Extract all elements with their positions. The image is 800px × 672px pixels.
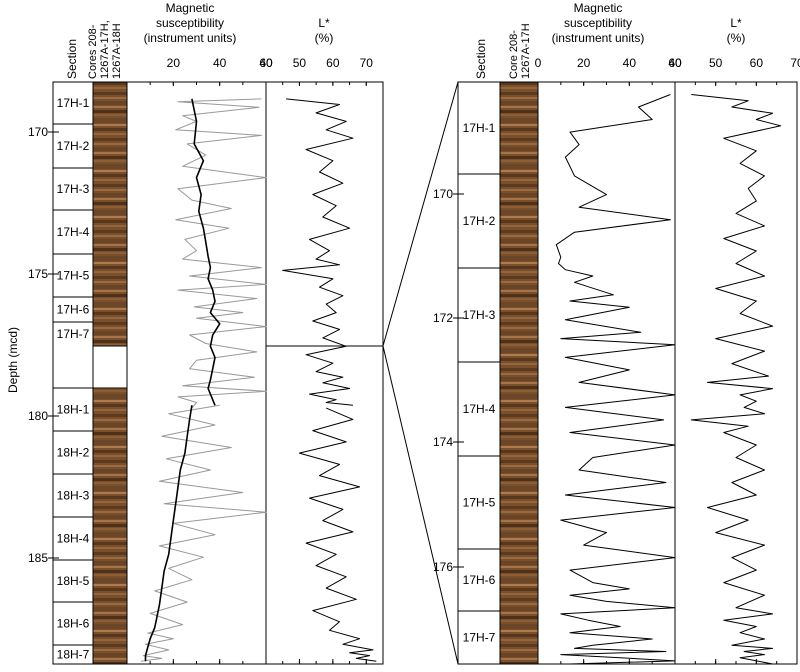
left-ms-header-line2: susceptibility xyxy=(156,16,224,30)
left-track1-xtick-label: 70 xyxy=(360,56,374,70)
right-section-label: 17H-1 xyxy=(463,121,496,135)
correlation-line-bottom xyxy=(382,345,459,665)
right-core-header-line1: Core 208- xyxy=(508,30,520,79)
left-section-label: 17H-7 xyxy=(57,327,90,341)
right-track1-xtick-label: 70 xyxy=(790,56,800,70)
left-depth-tick-label: 185 xyxy=(28,551,48,565)
left-track0-series-1 xyxy=(191,98,221,406)
right-core-header-line2: 1267A-17H xyxy=(520,23,532,79)
left-track0-series-2 xyxy=(140,404,267,662)
left-track1-series-0 xyxy=(282,98,354,406)
left-ms-plot-frame xyxy=(126,81,267,665)
right-lstar-header-line2: (%) xyxy=(727,31,746,45)
left-lstar-header-line2: (%) xyxy=(315,31,334,45)
right-section-label: 17H-7 xyxy=(463,631,496,645)
left-core-header-line2: 1267A-17H, xyxy=(99,20,111,79)
right-depth-tick-label: 172 xyxy=(433,311,453,325)
left-core-header-line3: 1267A-18H xyxy=(111,23,123,79)
left-section-label: 17H-4 xyxy=(57,225,90,239)
left-depth-tick-label: 170 xyxy=(28,125,48,139)
right-section-label: 17H-4 xyxy=(463,402,496,416)
left-depth-tick-label: 175 xyxy=(28,267,48,281)
left-track0-xtick-label: 60 xyxy=(259,56,273,70)
left-section-label: 17H-2 xyxy=(57,139,90,153)
depth-axis-label: Depth (mcd) xyxy=(6,327,20,393)
left-lstar-plot-frame xyxy=(265,81,384,665)
right-track0-xtick-label: 40 xyxy=(623,56,637,70)
left-track0-xtick-label: 20 xyxy=(167,56,181,70)
right-ms-header-line2: susceptibility xyxy=(564,16,632,30)
right-ms-header-line3: (instrument units) xyxy=(552,31,645,45)
left-track1-xtick-label: 50 xyxy=(293,56,307,70)
left-section-label: 17H-5 xyxy=(57,269,90,283)
right-depth-tick-label: 170 xyxy=(433,187,453,201)
right-track1-xtick-label: 50 xyxy=(709,56,723,70)
right-lstar-header-line1: L* xyxy=(730,16,742,30)
plot-content: 170 175 180 185 17H-1 17H-2 17H-3 17H-4 17H-5 17H… xyxy=(28,56,800,665)
left-core-gap xyxy=(92,345,128,389)
right-depth-tick-label: 176 xyxy=(433,560,453,574)
left-section-label: 17H-1 xyxy=(57,96,90,110)
left-core-image-17h xyxy=(93,82,127,346)
left-section-label: 17H-3 xyxy=(57,182,90,196)
left-track1-xtick-label: 40 xyxy=(259,56,273,70)
left-track1-xtick-label: 60 xyxy=(326,56,340,70)
left-core-header-line1: Cores 208- xyxy=(87,24,99,79)
left-section-label: 18H-2 xyxy=(57,446,90,460)
right-lstar-plot-frame xyxy=(674,81,798,665)
right-depth-tick-label: 174 xyxy=(433,435,453,449)
right-ms-plot-frame xyxy=(537,81,676,665)
left-core-image-18h xyxy=(93,388,127,664)
right-track0-xtick-label: 60 xyxy=(668,56,682,70)
left-section-label: 18H-5 xyxy=(57,574,90,588)
right-track1-xtick-label: 60 xyxy=(750,56,764,70)
right-track0-xtick-label: 20 xyxy=(577,56,591,70)
left-section-label: 18H-3 xyxy=(57,489,90,503)
left-section-label: 18H-1 xyxy=(57,403,90,417)
left-section-label: 17H-6 xyxy=(57,303,90,317)
right-section-label: 17H-2 xyxy=(463,214,496,228)
left-section-header: Section xyxy=(65,39,79,79)
left-ms-header-line3: (instrument units) xyxy=(144,31,237,45)
right-track1-xtick-label: 40 xyxy=(668,56,682,70)
left-ms-header-line1: Magnetic xyxy=(166,1,215,15)
left-track0-series-0 xyxy=(175,98,267,409)
left-track0-xtick-label: 40 xyxy=(213,56,227,70)
right-section-header: Section xyxy=(474,39,488,79)
right-core-image-17h xyxy=(500,82,538,664)
right-section-label: 17H-6 xyxy=(463,573,496,587)
correlation-line-top-extend xyxy=(382,81,459,347)
left-track1-series-1 xyxy=(298,407,377,662)
right-track1-series-0 xyxy=(690,94,782,665)
right-track0-xtick-label: 0 xyxy=(535,56,542,70)
left-lstar-header-line1: L* xyxy=(318,16,330,30)
left-section-label: 18H-7 xyxy=(57,648,90,662)
left-section-label: 18H-6 xyxy=(57,617,90,631)
left-track0-series-3 xyxy=(144,405,193,662)
right-section-label: 17H-3 xyxy=(463,308,496,322)
right-track0-series-0 xyxy=(555,94,676,665)
right-section-label: 17H-5 xyxy=(463,496,496,510)
left-section-label: 18H-4 xyxy=(57,532,90,546)
right-ms-header-line1: Magnetic xyxy=(574,1,623,15)
left-depth-tick-label: 180 xyxy=(28,409,48,423)
